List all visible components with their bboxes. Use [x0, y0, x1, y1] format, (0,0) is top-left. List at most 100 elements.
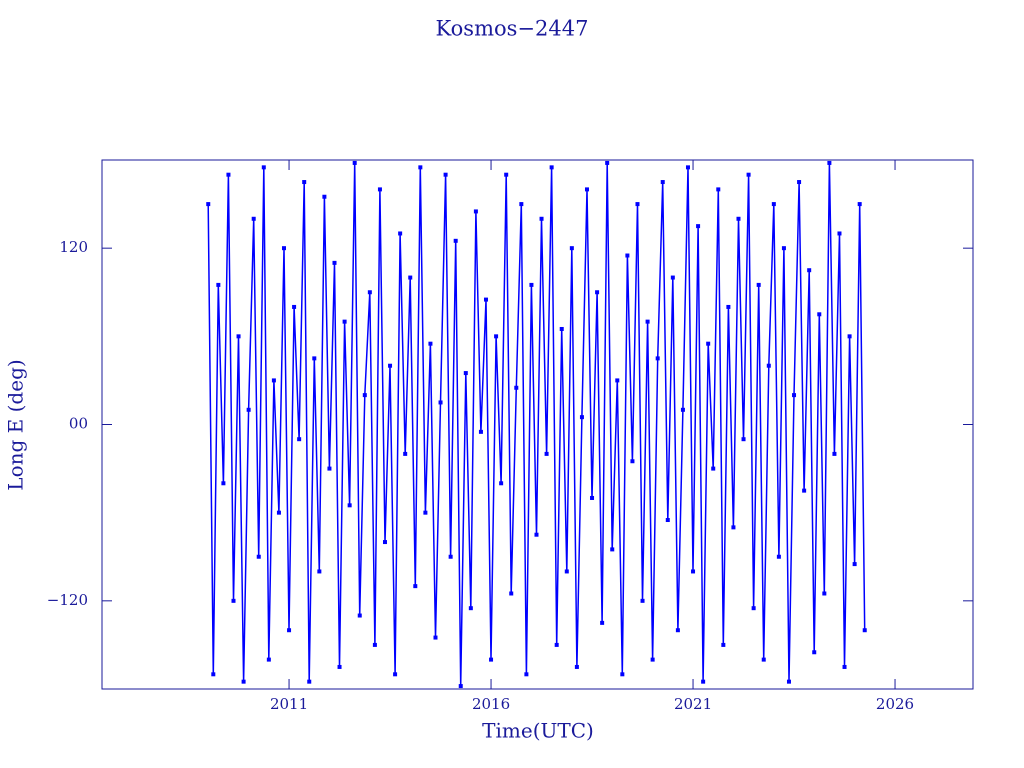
data-point [302, 180, 307, 185]
data-point [549, 165, 554, 170]
data-point [499, 481, 504, 486]
data-point [640, 598, 645, 603]
data-point [680, 407, 685, 412]
data-point [216, 282, 221, 287]
data-point [261, 165, 266, 170]
data-point [812, 650, 817, 655]
data-point [761, 657, 766, 662]
data-point [756, 282, 761, 287]
data-point [751, 606, 756, 611]
data-point [342, 319, 347, 324]
data-point [372, 642, 377, 647]
data-point [478, 429, 483, 434]
data-point [362, 393, 367, 398]
data-point [746, 172, 751, 177]
data-point [443, 172, 448, 177]
data-point [382, 540, 387, 545]
chart-title: Kosmos−2447 [436, 17, 589, 41]
data-point [347, 503, 352, 508]
data-point [569, 246, 574, 251]
data-point [610, 547, 615, 552]
data-point [317, 569, 322, 574]
data-point [519, 202, 524, 207]
data-point [595, 290, 600, 295]
y-tick-label: 00 [69, 415, 88, 433]
data-point [807, 268, 812, 273]
data-point [625, 253, 630, 258]
data-point [766, 363, 771, 368]
data-point [287, 628, 292, 633]
data-point [605, 160, 610, 165]
data-point [792, 393, 797, 398]
x-axis-label: Time(UTC) [482, 719, 594, 743]
data-point [468, 606, 473, 611]
data-point [211, 672, 216, 677]
data-point [539, 216, 544, 221]
x-tick-label: 2011 [270, 695, 308, 713]
data-point [413, 584, 418, 589]
data-point [579, 415, 584, 420]
data-point [367, 290, 372, 295]
data-point [726, 304, 731, 309]
data-point [231, 598, 236, 603]
data-point [706, 341, 711, 346]
data-point [463, 371, 468, 376]
data-point [857, 202, 862, 207]
data-point [337, 664, 342, 669]
data-point [822, 591, 827, 596]
data-point [776, 554, 781, 559]
data-point [206, 202, 211, 207]
data-point [817, 312, 822, 317]
data-point [529, 282, 534, 287]
data-point [635, 202, 640, 207]
data-point [357, 613, 362, 618]
data-point [842, 664, 847, 669]
data-point [852, 562, 857, 567]
data-point [241, 679, 246, 684]
data-point [453, 238, 458, 243]
data-point [544, 451, 549, 456]
data-point [736, 216, 741, 221]
data-point [483, 297, 488, 302]
data-point [473, 209, 478, 214]
data-point [266, 657, 271, 662]
data-point [327, 466, 332, 471]
data-point [645, 319, 650, 324]
data-point [731, 525, 736, 530]
data-point [297, 437, 302, 442]
data-point [428, 341, 433, 346]
data-point [781, 246, 786, 251]
data-point [615, 378, 620, 383]
data-point [458, 684, 463, 689]
data-point [574, 664, 579, 669]
data-point [292, 304, 297, 309]
data-point [489, 657, 494, 662]
data-point [655, 356, 660, 361]
data-point [352, 160, 357, 165]
data-point [322, 194, 327, 199]
data-point [584, 187, 589, 192]
x-tick-label: 2021 [674, 695, 712, 713]
data-point [448, 554, 453, 559]
data-point [827, 160, 832, 165]
data-point [514, 385, 519, 390]
y-axis-label: Long E (deg) [4, 359, 28, 490]
data-point [620, 672, 625, 677]
data-point [802, 488, 807, 493]
data-point [832, 451, 837, 456]
data-point [504, 172, 509, 177]
data-point [388, 363, 393, 368]
data-point [670, 275, 675, 280]
x-tick-label: 2026 [876, 695, 914, 713]
data-point [403, 451, 408, 456]
data-point [276, 510, 281, 515]
data-point [665, 518, 670, 523]
data-point [650, 657, 655, 662]
data-point [660, 180, 665, 185]
data-point [418, 165, 423, 170]
data-point [691, 569, 696, 574]
data-point [221, 481, 226, 486]
data-point [600, 620, 605, 625]
y-tick-label: −120 [47, 591, 88, 609]
